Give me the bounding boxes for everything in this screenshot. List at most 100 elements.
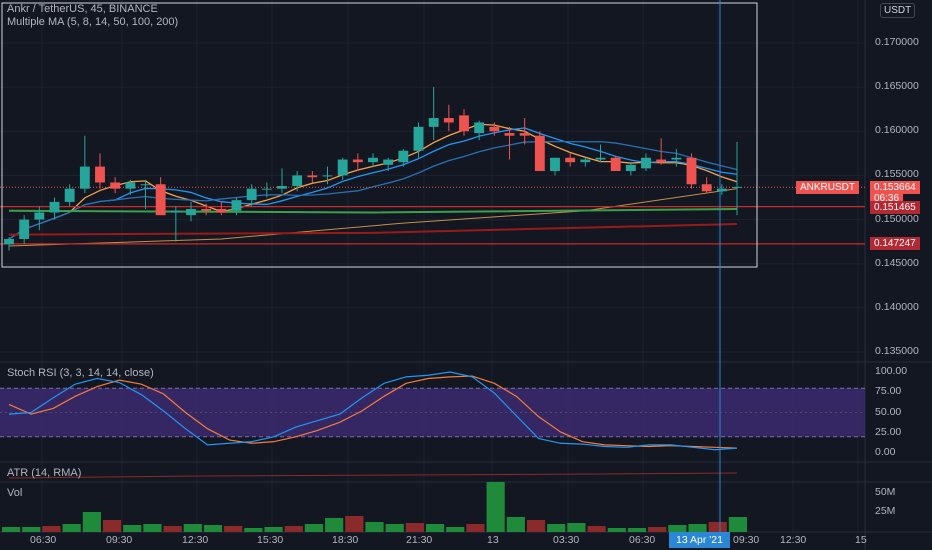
candle-body: [610, 157, 621, 172]
volume-bar: [224, 526, 243, 532]
volume-bar: [526, 520, 546, 532]
candle-body: [352, 159, 363, 163]
candle-body: [337, 159, 348, 176]
atr-title[interactable]: ATR (14, RMA): [7, 467, 82, 479]
ma-line-14: [8, 140, 738, 240]
volume-bar: [102, 520, 122, 532]
symbol-badge: ANKRUSDT: [796, 181, 860, 194]
candle-body: [4, 238, 14, 245]
candle: [565, 153, 576, 167]
candle: [352, 153, 363, 172]
candle: [4, 237, 14, 251]
candle-body: [534, 135, 545, 172]
candle: [701, 177, 712, 194]
candle: [656, 138, 667, 165]
candle-body: [641, 157, 651, 169]
volume-bar: [728, 517, 747, 532]
candle-body: [186, 208, 196, 216]
candle-body: [368, 157, 378, 163]
volume-bar: [607, 528, 626, 532]
candle: [307, 171, 318, 183]
candle: [261, 182, 272, 198]
volume-bar: [385, 524, 404, 532]
volume-series: [2, 482, 747, 532]
candle: [292, 171, 303, 192]
candle-body: [34, 212, 45, 220]
candle: [641, 153, 651, 172]
candle-body: [95, 166, 105, 183]
candle-body: [519, 133, 530, 136]
candle: [19, 215, 30, 245]
ma-line-200: [8, 222, 738, 236]
symbol-title[interactable]: Ankr / TetherUS, 45, BINANCE: [7, 3, 158, 15]
level-badge-upper: 0.151465: [870, 201, 920, 214]
volume-bar: [62, 524, 81, 532]
volume-bar: [547, 524, 566, 532]
candle-body: [656, 159, 667, 163]
atr-line: [8, 472, 738, 479]
candle-body: [261, 188, 272, 190]
candle-body: [19, 219, 30, 239]
grid-lines: [0, 0, 865, 532]
candle-body: [443, 118, 454, 123]
candle: [383, 157, 394, 172]
volume-bar: [264, 527, 283, 532]
volume-title[interactable]: Vol: [7, 487, 23, 499]
candle-body: [686, 157, 697, 185]
volume-bar: [82, 512, 101, 532]
volume-bar: [648, 527, 667, 532]
time-tick-label: 06:30: [30, 534, 57, 546]
candlestick-series[interactable]: [4, 87, 742, 251]
volume-bar: [486, 482, 505, 532]
stoch-k-line: [8, 371, 738, 451]
candle: [155, 177, 166, 216]
volume-bar: [284, 526, 303, 532]
last-price-badge: 0.153664: [870, 181, 920, 194]
volume-bar: [304, 524, 324, 532]
candle: [216, 201, 227, 216]
candle-body: [459, 115, 469, 132]
candle-body: [595, 157, 606, 160]
candle: [428, 87, 439, 141]
candle: [337, 157, 348, 180]
candle: [732, 141, 742, 216]
price-tick-label: 0.135000: [875, 345, 919, 357]
candle: [595, 144, 606, 163]
stoch-rsi-title[interactable]: Stoch RSI (3, 3, 14, 14, close): [7, 367, 154, 379]
candle: [550, 157, 560, 176]
price-tick-label: 0.160000: [875, 124, 919, 137]
candle: [49, 197, 60, 220]
atr-series: [8, 472, 738, 479]
volume-tick-label: 25M: [875, 505, 896, 517]
candle-body: [398, 150, 409, 163]
volume-bar: [708, 522, 727, 532]
stoch-tick-label: 50.00: [875, 405, 902, 418]
time-tick-label: 12:30: [780, 534, 807, 546]
selection-rectangle[interactable]: [1, 2, 758, 268]
ma-line-50: [8, 188, 738, 247]
time-tick-label: 18:30: [332, 534, 359, 546]
stoch-tick-label: 0.00: [875, 446, 896, 458]
stoch-tick-label: 100.00: [875, 365, 908, 377]
volume-bar: [42, 526, 61, 532]
candle-body: [580, 159, 591, 163]
time-tick-label: 21:30: [406, 534, 433, 546]
ma-indicator-title[interactable]: Multiple MA (5, 8, 14, 50, 100, 200): [7, 16, 179, 28]
candle-body: [565, 157, 576, 163]
candle-body: [292, 175, 303, 187]
candle-body: [701, 184, 712, 192]
price-tick-label: 0.155000: [875, 168, 919, 181]
candle: [95, 153, 105, 189]
time-tick-label: 06:30: [629, 534, 656, 546]
volume-bar: [668, 525, 687, 532]
currency-button[interactable]: USDT: [880, 3, 916, 18]
candle: [125, 179, 136, 195]
candle: [671, 148, 682, 167]
volume-bar: [325, 518, 344, 532]
volume-bar: [627, 528, 647, 532]
time-tick-label: 09:30: [106, 534, 133, 546]
crosshair-date-badge: 13 Apr '21: [669, 532, 730, 548]
time-tick-label: 03:30: [553, 534, 580, 546]
volume-bar: [567, 523, 586, 532]
candle-body: [383, 159, 394, 165]
